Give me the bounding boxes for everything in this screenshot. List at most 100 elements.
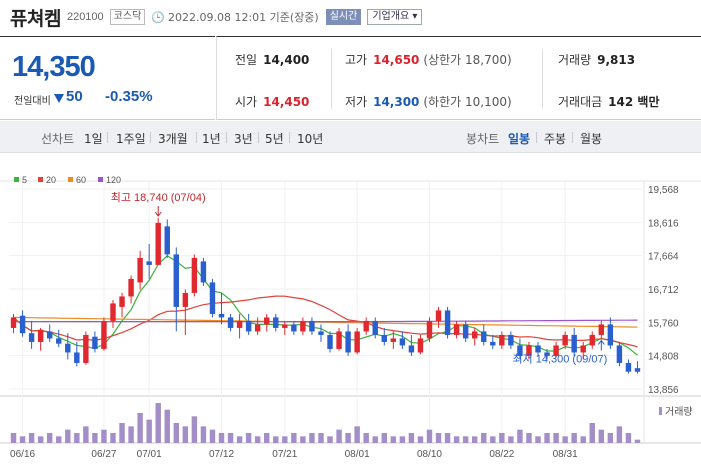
company-info-label: 기업개요 (372, 11, 410, 22)
volume-bar (444, 433, 451, 443)
stat-low: 저가 14,300 (하한가 10,100) (345, 93, 512, 110)
legend-label: 5 (22, 175, 27, 185)
candle-body (490, 341, 496, 346)
legend-label: 60 (76, 175, 86, 185)
volume-bar (119, 423, 125, 443)
chart-toolbar: 선차트 1일 1주일 3개월 1년 3년 5년 10년 봉차트 일봉 주봉 월봉 (0, 121, 701, 153)
range-3y[interactable]: 3년 (234, 132, 253, 146)
volume-legend-swatch (659, 407, 662, 415)
ma-line-20 (13, 295, 638, 348)
volume-bar (300, 436, 306, 443)
candle-body (200, 261, 207, 283)
volume-bar (92, 433, 98, 443)
candle-body (336, 331, 342, 349)
range-1w[interactable]: 1주일 (116, 132, 146, 146)
candle-body (571, 334, 577, 353)
candle-body (634, 368, 641, 372)
candle-body (535, 345, 541, 353)
volume-bar (200, 426, 207, 443)
volume-bar (110, 433, 116, 443)
current-price: 14,350 (12, 51, 96, 83)
volume-bar (634, 439, 641, 443)
y-tick-label: 14,808 (648, 352, 679, 363)
volume-bar (182, 426, 189, 443)
volume-bar (363, 433, 369, 443)
volume-bar (526, 433, 532, 443)
range-3m[interactable]: 3개월 (158, 132, 188, 146)
volume-bar (264, 433, 270, 443)
volume-bar (553, 433, 559, 443)
volume-bar (508, 436, 514, 443)
candle-body (471, 331, 478, 339)
company-info-dropdown[interactable]: 기업개요 ▾ (367, 9, 423, 25)
candle-body (46, 331, 53, 339)
volume-bar (336, 429, 342, 443)
candle-body (390, 338, 397, 342)
candle-body (607, 324, 614, 346)
stat-amount-value: 142 백만 (608, 95, 660, 109)
x-tick-label: 07/12 (209, 449, 234, 460)
x-tick-label: 08/22 (489, 449, 514, 460)
candle-body (119, 296, 125, 307)
range-10y[interactable]: 10년 (297, 132, 324, 146)
candle-weekly[interactable]: 주봉 (544, 132, 567, 146)
candle-body (309, 320, 315, 332)
volume-bar (517, 429, 523, 443)
volume-bar (616, 426, 623, 443)
candle-body (580, 345, 586, 353)
volume-bar (101, 429, 107, 443)
volume-bar (408, 433, 415, 443)
max-arrow-icon (154, 205, 162, 217)
candle-body (291, 324, 297, 332)
volume-bar (309, 433, 315, 443)
volume-bar (390, 436, 397, 443)
volume-bar (399, 436, 406, 443)
volume-bar (209, 429, 216, 443)
x-tick-label: 08/01 (345, 449, 370, 460)
candle-monthly[interactable]: 월봉 (580, 132, 603, 146)
stat-volume: 거래량 9,813 (558, 51, 635, 68)
volume-bar (37, 436, 44, 443)
volume-bar (327, 436, 333, 443)
candle-body (110, 303, 116, 321)
candle-body (526, 345, 532, 356)
candle-body (182, 292, 189, 307)
candle-body (399, 338, 406, 346)
stock-name: 퓨쳐켐 (10, 7, 61, 30)
chevron-down-icon: ▾ (412, 11, 418, 22)
candle-body (146, 261, 152, 265)
candle-body (155, 222, 161, 265)
candle-body (517, 345, 523, 356)
legend-swatch (14, 177, 19, 182)
legend-swatch (68, 177, 73, 182)
y-tick-label: 18,616 (648, 218, 679, 229)
volume-bar (10, 433, 17, 443)
volume-bar (155, 403, 161, 443)
volume-bar (481, 433, 487, 443)
volume-bar (164, 409, 170, 443)
divider (196, 132, 197, 143)
stat-prev-label: 전일 (235, 53, 258, 67)
stock-code: 220100 (66, 11, 104, 23)
divider (226, 132, 227, 143)
range-1d[interactable]: 1일 (84, 132, 103, 146)
range-5y[interactable]: 5년 (265, 132, 284, 146)
stat-prev: 전일 14,400 (235, 51, 309, 68)
clock-icon: 🕒 (151, 10, 165, 24)
candle-body (245, 320, 252, 332)
divider (150, 132, 151, 143)
candle-body (598, 324, 605, 335)
volume-bar (128, 426, 134, 443)
x-tick-label: 07/01 (137, 449, 162, 460)
candle-body (209, 282, 216, 314)
candle-chart-label: 봉차트 (466, 132, 500, 146)
divider (107, 132, 108, 143)
stat-high: 고가 14,650 (상한가 18,700) (345, 51, 512, 68)
realtime-button[interactable]: 실시간 (325, 9, 362, 25)
stat-low-label: 저가 (345, 95, 368, 109)
candle-body (264, 317, 270, 325)
candle-daily[interactable]: 일봉 (508, 132, 531, 146)
volume-bar (381, 433, 387, 443)
candle-body (128, 278, 134, 297)
range-1y[interactable]: 1년 (202, 132, 221, 146)
